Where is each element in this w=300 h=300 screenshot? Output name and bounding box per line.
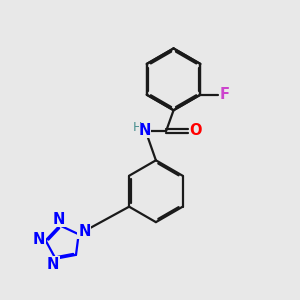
Text: N: N: [52, 212, 65, 226]
Text: N: N: [139, 123, 151, 138]
Text: O: O: [189, 123, 202, 138]
Text: N: N: [33, 232, 45, 247]
Text: N: N: [78, 224, 91, 239]
Text: N: N: [46, 257, 59, 272]
Text: F: F: [220, 87, 230, 102]
Text: H: H: [133, 121, 142, 134]
